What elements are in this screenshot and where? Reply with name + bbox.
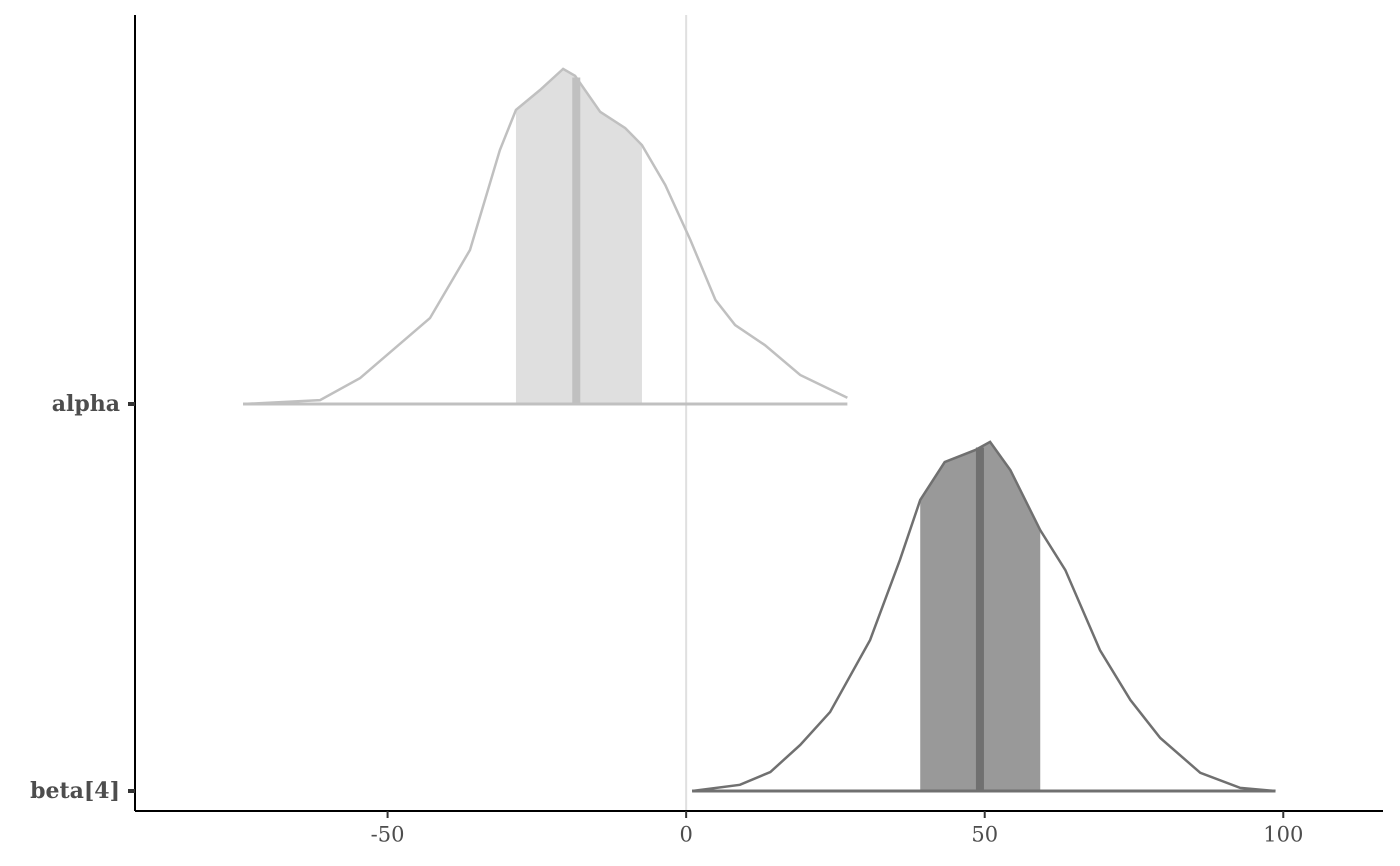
y-tick-label: beta[4] [30, 778, 120, 804]
x-tick-label: -50 [371, 823, 405, 847]
density-curve [691, 440, 1276, 793]
y-tick-label: alpha [52, 391, 120, 417]
x-tick-label: 0 [679, 823, 692, 847]
density-curve [243, 67, 848, 406]
x-tick-label: 100 [1263, 823, 1303, 847]
x-tick-label: 50 [971, 823, 998, 847]
